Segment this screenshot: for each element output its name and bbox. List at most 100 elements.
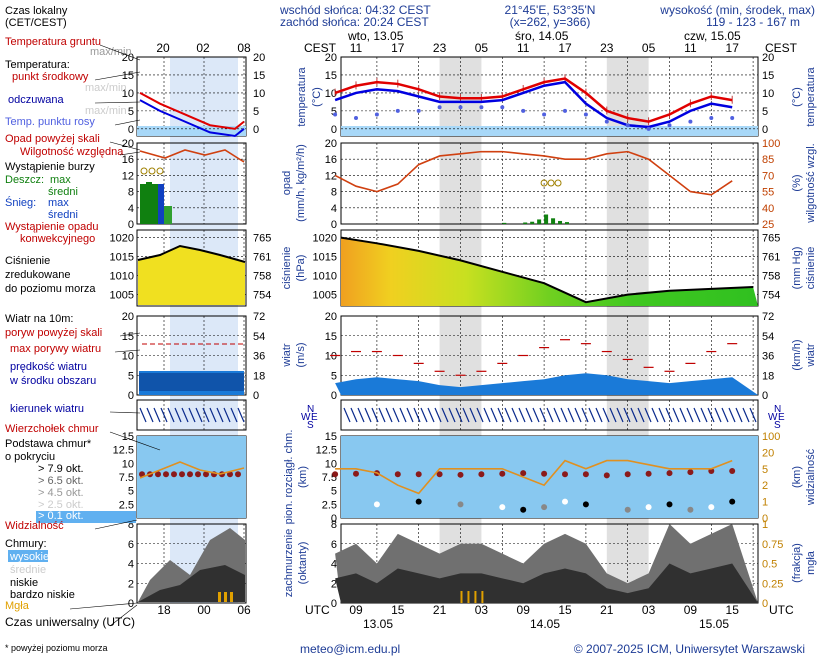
wind-arrow — [448, 407, 456, 423]
legend-text-41: bardzo niskie — [10, 589, 75, 601]
legend-local-time: Czas lokalny — [5, 5, 68, 17]
wind-arrow — [518, 407, 526, 423]
dew-point-dot — [730, 116, 735, 121]
cest-tick: 17 — [391, 41, 405, 55]
legend-text-24: max porywy wiatru — [10, 343, 101, 355]
wind-arrow — [434, 407, 442, 423]
legend-y-tick-left: 1005 — [110, 290, 134, 302]
footer-email[interactable]: meteo@icm.edu.pl — [300, 642, 400, 656]
legend-wind-arrow — [139, 407, 147, 423]
wind-arrow — [378, 407, 386, 423]
wind-arrow — [455, 407, 463, 423]
visibility-line — [335, 459, 733, 495]
axis-label-17: ciśnienie — [805, 247, 817, 290]
wind-arrow — [574, 407, 582, 423]
wind-arrow — [672, 407, 680, 423]
wind-arrow — [469, 407, 477, 423]
wind-arrow — [441, 407, 449, 423]
legend-y-tick-left: 10 — [122, 88, 134, 100]
legend-text-17: Wystąpienie opadu — [5, 221, 98, 233]
dew-point-dot — [416, 108, 421, 113]
rain-bar — [523, 222, 528, 224]
legend-cloud-top-dot — [195, 471, 201, 478]
legend-ground-temp-band — [137, 126, 246, 136]
wind-arrow — [742, 407, 750, 423]
utc-date-1: 13.05 — [363, 617, 393, 631]
y-tick-left: 0 — [331, 598, 337, 610]
legend-fog-bar — [230, 592, 233, 602]
legend-y-tick-right: 54 — [253, 331, 265, 343]
cloud-top-dot — [457, 471, 464, 478]
dew-point-dot — [625, 123, 630, 128]
legend-frame-precip — [136, 142, 247, 225]
storm-mark — [554, 179, 562, 187]
legend-text-3: punkt środkowy — [12, 71, 89, 83]
y-tick-left: 10 — [325, 88, 337, 100]
dew-point-dot — [500, 105, 505, 110]
dew-point-dot — [333, 112, 338, 117]
legend-y-tick-left: 10 — [122, 458, 134, 470]
legend-text-26: w środku obszaru — [9, 375, 96, 387]
axis-label-9: (km) — [297, 466, 309, 488]
y-tick-right: 0 — [762, 390, 768, 402]
legend-text-36: Widzialność — [5, 520, 64, 532]
utc-tick: 09 — [517, 603, 531, 617]
legend-snow-bar — [158, 184, 164, 224]
y-tick-left: 8 — [331, 187, 337, 199]
legend-y-tick-left: 0 — [128, 124, 134, 136]
legend-text-20: zredukowane — [5, 269, 70, 281]
y-tick-left: 0 — [331, 513, 337, 525]
axis-label-13: temperatura — [805, 66, 817, 126]
height-label: wysokość (min, środek, max) — [659, 3, 815, 17]
grid-text: (x=262, y=366) — [510, 15, 591, 29]
wind-arrow — [406, 407, 414, 423]
wind-arrow — [525, 407, 533, 423]
cest-tick: 05 — [642, 41, 656, 55]
rain-bar — [565, 222, 569, 224]
legend-cloud-top-dot — [227, 471, 233, 478]
y-tick-left: 4 — [331, 559, 337, 571]
legend-rain-bar — [152, 184, 158, 224]
legend-y-tick-right: 20 — [253, 52, 265, 64]
dew-point-dot — [437, 105, 442, 110]
legend-wind-arrow — [181, 407, 189, 423]
legend-wind-arrow — [188, 407, 196, 423]
legend-text-11: Deszcz: — [5, 174, 44, 186]
wind-arrow — [413, 407, 421, 423]
cloud-top-dot — [499, 470, 506, 477]
legend-y-tick-left: 20 — [122, 138, 134, 150]
legend-text-8: Opad powyżej skali — [5, 133, 100, 145]
legend-y-tick-right: 765 — [253, 233, 271, 245]
height-values: 119 - 123 - 167 m — [706, 15, 800, 29]
axis-label-18: (km/h) — [791, 339, 803, 370]
legend-y-tick-left: 12.5 — [113, 445, 134, 457]
y-tick-right: 72 — [762, 311, 774, 323]
legend-text-40: niskie — [10, 577, 38, 589]
wind-arrow — [539, 407, 547, 423]
y-tick-right: 758 — [762, 271, 780, 283]
y-tick-left: 4 — [331, 203, 337, 215]
y-tick-right: 54 — [762, 331, 774, 343]
wind-arrow — [343, 407, 351, 423]
y-tick-left: 0 — [331, 390, 337, 402]
cloud-base-dot — [562, 498, 568, 505]
axis-label-1: (°C) — [311, 87, 323, 107]
axis-label-14: (%) — [791, 174, 803, 191]
legend-text-12: max — [50, 174, 71, 186]
cloud-top-dot — [541, 470, 548, 477]
legend-text-37: Chmury: — [5, 538, 47, 550]
legend-text-38: wysokie — [9, 551, 49, 563]
legend-utc-time: Czas uniwersalny (UTC) — [5, 615, 135, 629]
legend-connector — [109, 141, 141, 151]
legend-utc-hour-2: 00 — [197, 603, 211, 617]
legend-y-tick-left: 1020 — [110, 233, 134, 245]
fog-bar — [474, 591, 477, 603]
hum-tick: 85 — [762, 154, 774, 166]
legend-connector — [114, 349, 141, 353]
cest-ticks: 11 17 23 05 11 17 23 05 11 17 — [350, 41, 739, 55]
cloud-base-dot — [415, 498, 422, 505]
dew-point-dot — [542, 112, 547, 117]
legend-text-31: > 7.9 okt. — [38, 463, 84, 475]
legend-y-tick-right: 0 — [253, 390, 259, 402]
legend-text-13: średni — [48, 186, 78, 198]
